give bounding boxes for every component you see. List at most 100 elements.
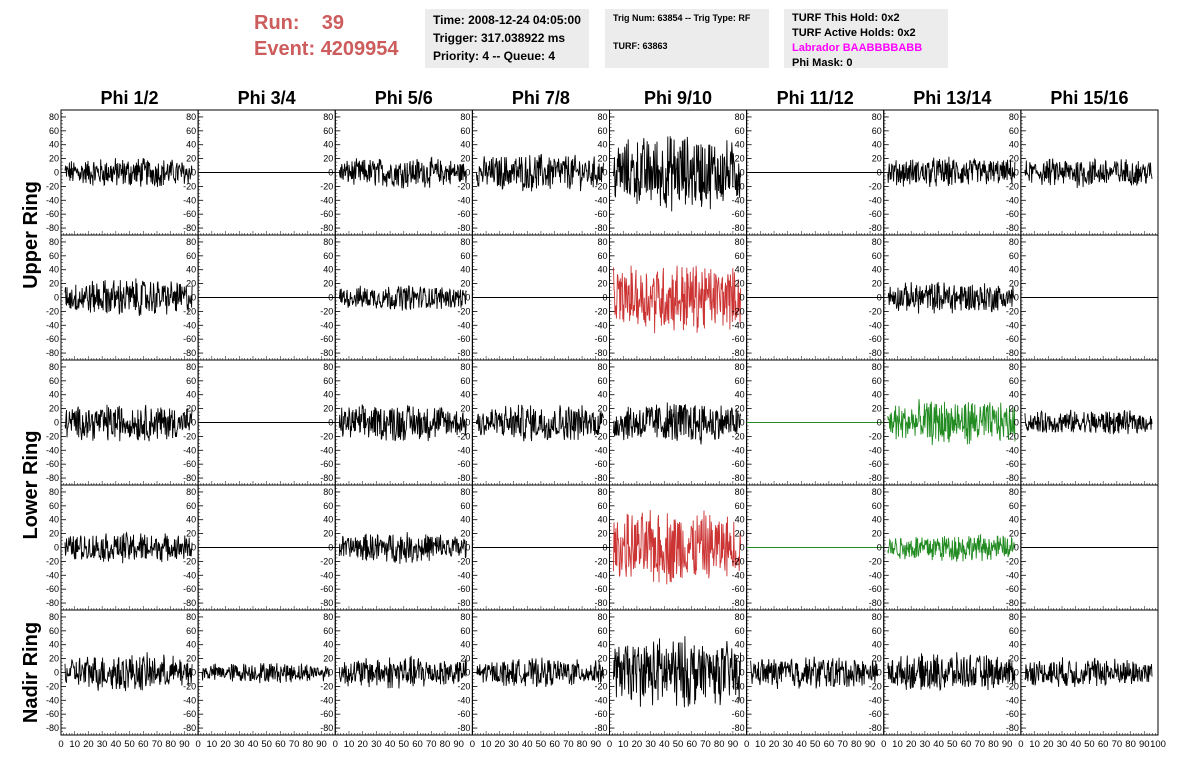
y-tick-label: -80 <box>320 348 333 358</box>
y-tick-label: 20 <box>1009 154 1019 164</box>
y-tick-label: -80 <box>594 723 607 733</box>
y-tick-label: -80 <box>46 723 59 733</box>
y-tick-label: -40 <box>320 570 333 580</box>
trig-info-box: Trig Num: 63854 -- Trig Type: RF TURF: 6… <box>605 9 769 68</box>
y-tick-label: -20 <box>732 556 745 566</box>
y-tick-label: 20 <box>1009 529 1019 539</box>
waveform-trace <box>887 281 1016 314</box>
y-tick-label: 60 <box>323 626 333 636</box>
turf-this-hold-text: TURF This Hold: 0x2 <box>792 12 900 24</box>
y-tick-label: 40 <box>735 140 745 150</box>
y-tick-label: -40 <box>320 695 333 705</box>
y-tick-label: -40 <box>594 570 607 580</box>
y-tick-label: 80 <box>323 612 333 622</box>
waveform-trace <box>64 157 193 188</box>
waveform-panel: -80 -60 -40 -20 0 20 40 60 80 <box>732 484 885 611</box>
y-tick-label: -40 <box>869 320 882 330</box>
waveform-trace <box>64 278 193 316</box>
y-tick-label: -40 <box>457 445 470 455</box>
y-tick-label: 80 <box>597 612 607 622</box>
x-tick-label: 0 <box>744 739 749 750</box>
turf-text: TURF: 63863 <box>613 41 668 51</box>
x-tick-label: 50 <box>1084 739 1095 750</box>
y-tick-label: 40 <box>49 515 59 525</box>
x-tick-label: 70 <box>563 739 574 750</box>
y-tick-label: 60 <box>186 501 196 511</box>
y-tick-label: 80 <box>186 612 196 622</box>
y-tick-label: 0 <box>191 543 196 553</box>
x-tick-label: 50 <box>261 739 272 750</box>
y-tick-label: -20 <box>594 681 607 691</box>
x-tick-label: 10 <box>207 739 218 750</box>
y-tick-label: 40 <box>872 515 882 525</box>
waveform-trace <box>613 265 742 334</box>
y-tick-label: -80 <box>732 473 745 483</box>
y-tick-label: -20 <box>594 431 607 441</box>
y-tick-label: 0 <box>54 668 59 678</box>
y-tick-label: 40 <box>49 390 59 400</box>
waveform-trace <box>613 402 742 445</box>
y-tick-label: 0 <box>602 293 607 303</box>
y-tick-label: -20 <box>46 556 59 566</box>
y-tick-label: -60 <box>732 709 745 719</box>
y-tick-label: -40 <box>46 320 59 330</box>
y-tick-label: 20 <box>49 154 59 164</box>
turf-info-box: TURF This Hold: 0x2 TURF Active Holds: 0… <box>784 9 948 69</box>
y-tick-label: 20 <box>1009 279 1019 289</box>
y-tick-label: 80 <box>460 237 470 247</box>
waveform-panel: -80 -60 -40 -20 0 20 40 60 80 <box>869 359 1022 486</box>
waveform-panel: -80 -60 -40 -20 0 20 40 60 80 <box>594 234 748 361</box>
y-tick-label: 20 <box>49 279 59 289</box>
y-tick-label: 0 <box>877 293 882 303</box>
y-tick-label: -40 <box>183 320 196 330</box>
y-tick-label: -40 <box>1006 195 1019 205</box>
y-tick-label: -80 <box>457 723 470 733</box>
y-tick-label: 40 <box>597 140 607 150</box>
y-tick-label: 20 <box>1009 654 1019 664</box>
waveform-trace <box>338 156 467 189</box>
y-tick-label: -20 <box>1006 181 1019 191</box>
y-tick-label: -40 <box>869 445 882 455</box>
y-tick-label: 60 <box>1009 126 1019 136</box>
x-tick-label: 50 <box>399 739 410 750</box>
waveform-trace <box>750 656 879 690</box>
x-tick-label: 70 <box>1112 739 1123 750</box>
y-tick-label: 60 <box>872 126 882 136</box>
waveform-panel: -80 -60 -40 -20 0 20 40 60 80 <box>1006 234 1159 361</box>
y-tick-label: -20 <box>732 181 745 191</box>
y-tick-label: 40 <box>872 265 882 275</box>
x-tick-label: 80 <box>988 739 999 750</box>
waveform-panel: -80 -60 -40 -20 0 20 40 60 80 <box>457 484 610 611</box>
y-tick-label: 0 <box>191 668 196 678</box>
y-tick-label: -80 <box>46 348 59 358</box>
waveform-trace <box>613 509 742 585</box>
y-tick-label: 60 <box>872 626 882 636</box>
waveform-panel: -80 -60 -40 -20 0 20 40 60 80 <box>183 109 336 236</box>
x-tick-label: 60 <box>412 739 423 750</box>
phi-column-label: Phi 3/4 <box>238 88 296 108</box>
waveform-panel: -80 -60 -40 -20 0 20 40 60 80 <box>183 484 336 611</box>
y-tick-label: -20 <box>457 681 470 691</box>
y-tick-label: -80 <box>1006 473 1019 483</box>
waveform-trace <box>1024 409 1153 435</box>
x-tick-label: 70 <box>426 739 437 750</box>
y-tick-label: -40 <box>594 195 607 205</box>
y-tick-label: -40 <box>1006 570 1019 580</box>
y-tick-label: 80 <box>872 112 882 122</box>
y-tick-label: -80 <box>1006 598 1019 608</box>
x-tick-label: 50 <box>536 739 547 750</box>
y-tick-label: -80 <box>1006 348 1019 358</box>
waveform-panel: -80 -60 -40 -20 0 20 40 60 80 <box>457 234 610 361</box>
y-tick-label: -60 <box>1006 459 1019 469</box>
y-tick-label: -60 <box>594 709 607 719</box>
x-tick-label: 80 <box>303 739 314 750</box>
y-tick-label: 20 <box>872 404 882 414</box>
y-tick-label: 60 <box>186 376 196 386</box>
x-tick-label: 90 <box>1002 739 1013 750</box>
waveform-panel: -80 -60 -40 -20 0 20 40 60 80 <box>732 609 885 736</box>
y-tick-label: 60 <box>186 126 196 136</box>
y-tick-label: 20 <box>735 404 745 414</box>
x-tick-label: 60 <box>824 739 835 750</box>
y-tick-label: -60 <box>732 584 745 594</box>
y-tick-label: 40 <box>186 140 196 150</box>
